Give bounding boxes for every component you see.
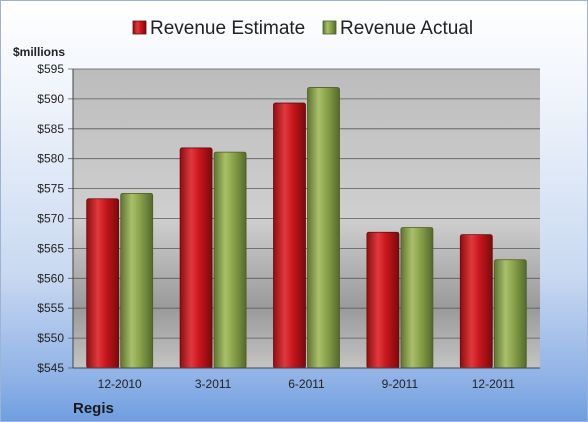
legend-label: Revenue Estimate (150, 18, 305, 39)
y-tick-label: $575 (37, 182, 64, 196)
bar: Revenue Estimate 9-2011: 567.7 (366, 231, 400, 369)
y-tick-label: $550 (37, 331, 64, 345)
y-tick-label: $595 (37, 62, 64, 76)
bar: Revenue Actual 3-2011: 581.1 (213, 151, 247, 369)
y-tick-label: $570 (37, 212, 64, 226)
company-label: Regis (73, 400, 114, 417)
legend: Revenue Estimate Revenue Actual (132, 18, 473, 39)
y-tick-label: $585 (37, 122, 64, 136)
x-tick-label: 9-2011 (382, 377, 419, 391)
bar: Revenue Estimate 3-2011: 581.8 (179, 147, 213, 369)
y-tick-label: $580 (37, 152, 64, 166)
bar: Revenue Actual 12-2011: 563.1 (493, 259, 527, 369)
y-tick-label: $560 (37, 271, 64, 285)
legend-swatch (322, 20, 337, 35)
bar: Revenue Actual 12-2010: 574.2 (120, 192, 154, 369)
x-tick-label: 12-2011 (472, 377, 515, 391)
legend-swatch (132, 20, 147, 35)
bar: Revenue Estimate 12-2011: 567.3 (459, 234, 493, 369)
bar: Revenue Estimate 6-2011: 589.3 (273, 102, 306, 369)
bar: Revenue Actual 9-2011: 568.5 (400, 227, 434, 369)
y-tick-label: $590 (37, 92, 64, 106)
x-tick-label: 6-2011 (288, 377, 325, 391)
y-tick-label: $555 (37, 301, 64, 315)
y-tick-label: $565 (37, 241, 64, 255)
bar: Revenue Estimate 12-2010: 573.3 (86, 198, 120, 369)
x-tick-label: 3-2011 (195, 377, 232, 391)
legend-label: Revenue Actual (340, 18, 473, 39)
axes: $545 $550 $555 $560 $565 $570 $575 $580 $585 $590… (37, 62, 540, 391)
y-tick-label: $545 (37, 361, 64, 375)
x-tick-label: 12-2010 (98, 377, 142, 391)
y-unit-label: $millions (13, 45, 65, 59)
bar: Revenue Actual 6-2011: 591.9 (307, 87, 340, 369)
